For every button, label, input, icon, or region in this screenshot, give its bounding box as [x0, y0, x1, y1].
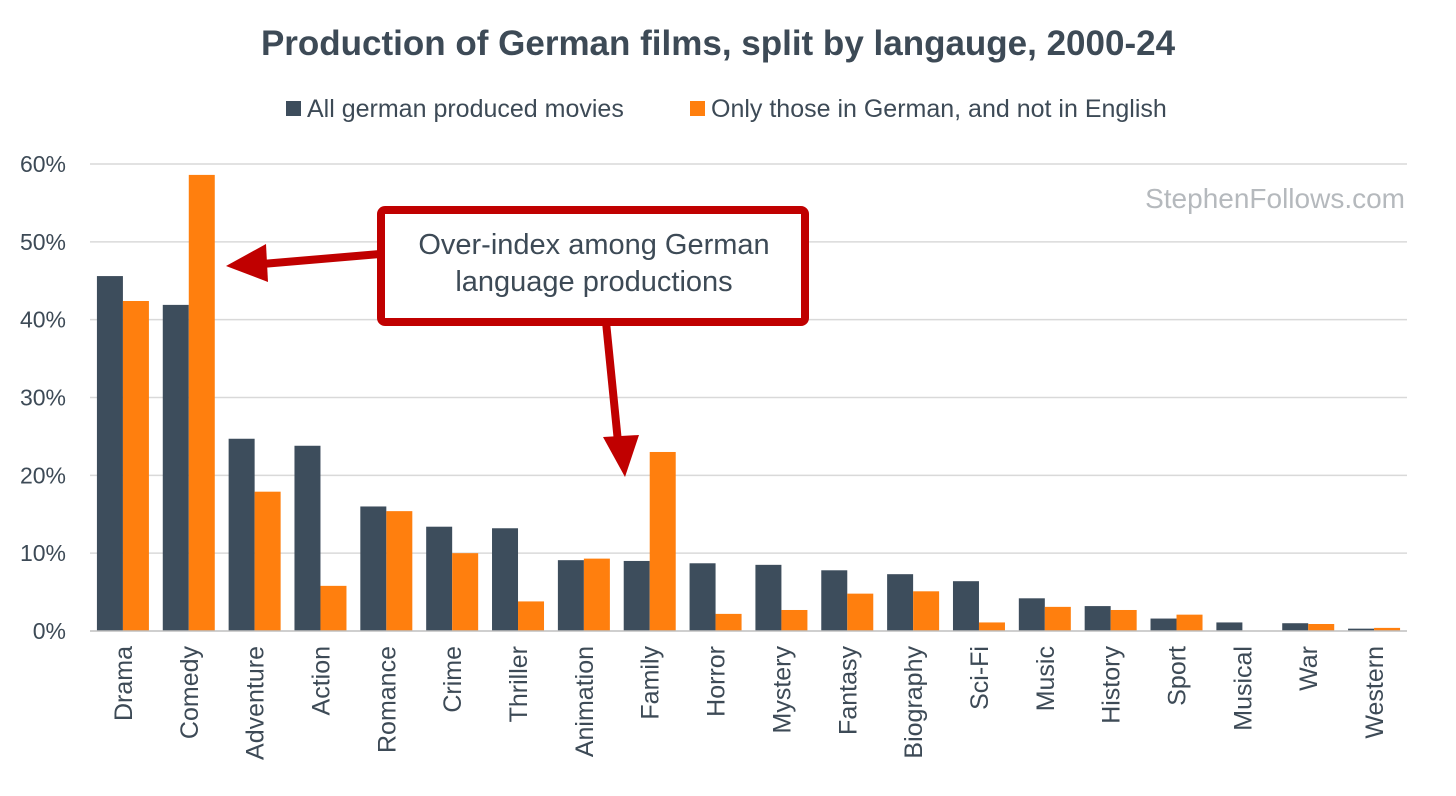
legend: All german produced movies Only those in… — [286, 95, 1167, 123]
x-tick-label: Action — [307, 646, 335, 715]
x-tick-label: Western — [1361, 646, 1389, 739]
bar-all-war — [1282, 623, 1309, 631]
bar-german-adventure — [254, 491, 281, 631]
bar-all-action — [294, 445, 321, 631]
bar-german-animation — [583, 558, 610, 631]
bar-all-biography — [887, 574, 914, 631]
legend-swatch-all — [286, 101, 301, 116]
bar-all-horror — [689, 563, 716, 631]
bar-all-family — [623, 560, 650, 631]
annotation-arrow-down — [602, 321, 622, 443]
bar-all-musical — [1216, 622, 1243, 631]
bar-german-family — [649, 451, 676, 631]
bars — [96, 174, 1401, 631]
bar-german-horror — [715, 613, 742, 631]
legend-label-german: Only those in German, and not in English — [711, 95, 1167, 123]
bar-all-music — [1018, 598, 1045, 631]
bar-german-biography — [913, 591, 940, 631]
x-tick-label: Family — [637, 646, 665, 720]
annotation-box — [377, 206, 809, 326]
y-tick-label: 40% — [20, 307, 66, 333]
x-tick-label: Crime — [439, 646, 467, 713]
bar-all-comedy — [162, 304, 189, 631]
bar-all-animation — [557, 560, 584, 631]
annotation-arrowhead-left — [226, 244, 268, 282]
bar-german-romance — [386, 511, 413, 631]
x-tick-label: History — [1098, 646, 1126, 724]
bar-german-fantasy — [847, 593, 874, 631]
watermark: StephenFollows.com — [1145, 183, 1405, 214]
y-tick-label: 30% — [20, 385, 66, 411]
x-tick-label: Animation — [571, 646, 599, 757]
x-tick-label: Thriller — [505, 646, 533, 722]
bar-german-sci-fi — [978, 622, 1005, 631]
bar-all-romance — [360, 506, 387, 631]
x-axis-labels: Drama Comedy Adventure Action Romance Crime Th… — [110, 646, 1389, 760]
x-tick-label: Comedy — [176, 646, 204, 740]
y-tick-label: 0% — [33, 618, 66, 644]
bar-german-sport — [1176, 614, 1203, 631]
bar-all-sci-fi — [952, 581, 979, 631]
x-tick-label: Mystery — [768, 646, 796, 734]
annotation-arrow-left — [261, 250, 381, 268]
bar-german-western — [1374, 627, 1401, 631]
bar-german-war — [1308, 624, 1335, 631]
annotation: Over-index among German language product… — [226, 206, 809, 477]
bar-all-drama — [96, 276, 123, 631]
x-tick-label: Sport — [1164, 646, 1192, 706]
bar-german-thriller — [518, 601, 545, 631]
bar-german-comedy — [188, 174, 215, 631]
y-tick-label: 10% — [20, 540, 66, 566]
y-tick-label: 50% — [20, 229, 66, 255]
x-tick-label: Romance — [373, 646, 401, 753]
bar-all-history — [1084, 606, 1111, 631]
bar-german-crime — [452, 553, 479, 631]
y-tick-label: 60% — [20, 151, 66, 177]
annotation-arrowhead-down — [603, 435, 639, 477]
bar-german-action — [320, 585, 347, 631]
bar-all-adventure — [228, 438, 255, 631]
bar-all-thriller — [492, 528, 519, 631]
y-tick-label: 20% — [20, 462, 66, 488]
x-tick-label: Adventure — [242, 646, 270, 760]
bar-german-mystery — [781, 609, 808, 631]
legend-label-all: All german produced movies — [307, 95, 624, 123]
x-tick-label: Biography — [900, 646, 928, 759]
bar-all-mystery — [755, 564, 782, 631]
legend-swatch-german — [690, 101, 705, 116]
annotation-line-1: Over-index among German — [418, 229, 769, 261]
x-tick-label: Music — [1032, 646, 1060, 711]
x-tick-label: Musical — [1229, 646, 1257, 731]
bar-german-drama — [122, 300, 149, 631]
chart-title: Production of German films, split by lan… — [261, 24, 1176, 63]
bar-all-crime — [426, 526, 453, 631]
x-tick-label: Fantasy — [834, 646, 862, 735]
y-axis-ticks: 0% 10% 20% 30% 40% 50% 60% — [20, 151, 66, 644]
bar-all-western — [1348, 628, 1375, 631]
x-tick-label: Sci-Fi — [966, 646, 994, 710]
bar-all-sport — [1150, 618, 1177, 631]
annotation-line-2: language productions — [455, 266, 732, 298]
x-tick-label: War — [1295, 646, 1323, 691]
bar-all-fantasy — [821, 570, 848, 631]
bar-german-music — [1044, 606, 1071, 631]
x-tick-label: Drama — [110, 646, 138, 721]
x-tick-label: Horror — [703, 646, 731, 717]
bar-german-history — [1110, 609, 1137, 631]
